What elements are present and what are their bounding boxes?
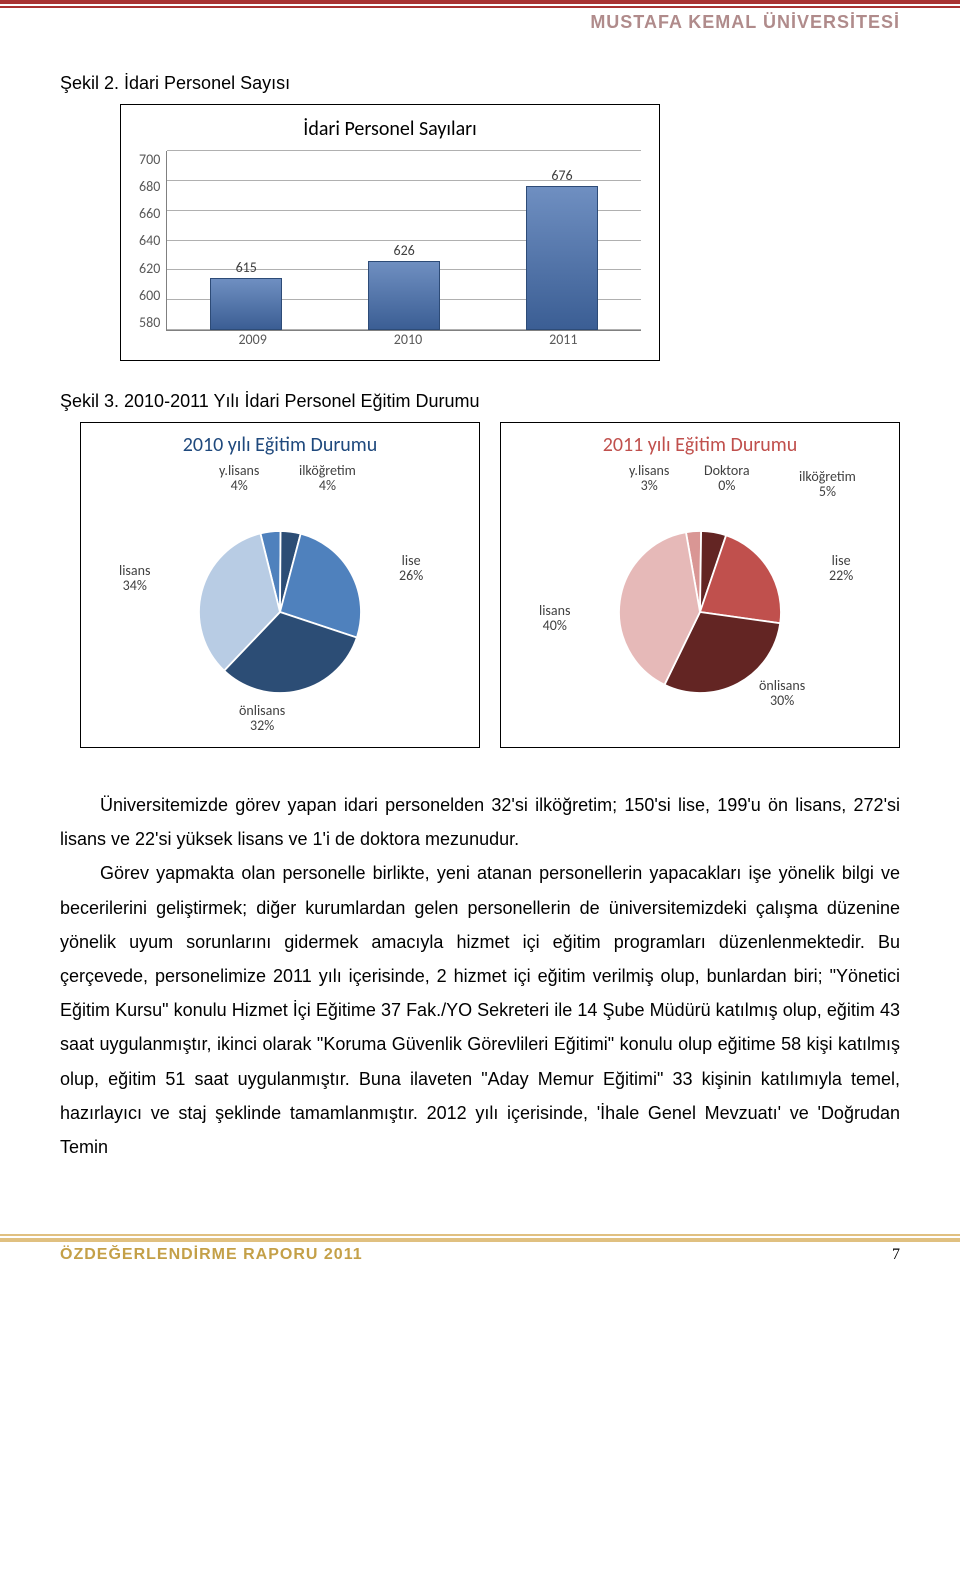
- figure2-caption: Şekil 2. İdari Personel Sayısı: [60, 73, 900, 94]
- pie-2011-title: 2011 yılı Eğitim Durumu: [509, 433, 891, 457]
- page-footer: ÖZDEĞERLENDİRME RAPORU 2011 7: [0, 1234, 960, 1264]
- pie-label-lise: lise22%: [829, 553, 853, 584]
- x-label: 2009: [213, 331, 293, 348]
- page-header: MUSTAFA KEMAL ÜNİVERSİTESİ: [0, 6, 960, 33]
- figure3-caption: Şekil 3. 2010-2011 Yılı İdari Personel E…: [60, 391, 900, 412]
- x-axis: 2009 2010 2011: [175, 331, 641, 348]
- page-number: 7: [892, 1246, 900, 1264]
- bar-2010: 626: [364, 242, 444, 330]
- footer-title: ÖZDEĞERLENDİRME RAPORU 2011: [60, 1246, 363, 1264]
- pie-label-onlisans: önlisans30%: [759, 678, 805, 709]
- bar-2011: 676: [522, 167, 602, 330]
- bar-rect: [526, 186, 598, 330]
- bar-plot-area: 615 626 676: [166, 151, 641, 331]
- pie-2011-container: 2011 yılı Eğitim Durumu y.lisans3% Dokto…: [500, 422, 900, 748]
- ytick: 580: [139, 314, 160, 331]
- header-institution: MUSTAFA KEMAL ÜNİVERSİTESİ: [590, 12, 900, 32]
- pie-label-ylisans: y.lisans3%: [629, 463, 669, 494]
- pie-label-lise: lise26%: [399, 553, 423, 584]
- ytick: 620: [139, 260, 160, 277]
- pie-label-lisans: lisans34%: [119, 563, 150, 594]
- pie-label-ilkogretim: ilköğretim5%: [799, 469, 856, 500]
- bar-value: 626: [393, 242, 414, 259]
- ytick: 640: [139, 232, 160, 249]
- bar-rect: [210, 278, 282, 331]
- bar-rect: [368, 261, 440, 330]
- pie-2010-container: 2010 yılı Eğitim Durumu y.lisans4% ilköğ…: [80, 422, 480, 748]
- body-text: Üniversitemizde görev yapan idari person…: [60, 788, 900, 1164]
- pie-2010-title: 2010 yılı Eğitim Durumu: [89, 433, 471, 457]
- ytick: 700: [139, 151, 160, 168]
- bar-chart-container: İdari Personel Sayıları 700 680 660 640 …: [120, 104, 660, 361]
- pie-2010-svg: [190, 522, 370, 702]
- pie-label-doktora: Doktora0%: [704, 463, 750, 494]
- ytick: 660: [139, 205, 160, 222]
- paragraph-1: Üniversitemizde görev yapan idari person…: [60, 788, 900, 856]
- ytick: 680: [139, 178, 160, 195]
- paragraph-2: Görev yapmakta olan personelle birlikte,…: [60, 856, 900, 1164]
- y-axis: 700 680 660 640 620 600 580: [139, 151, 166, 331]
- pie-label-lisans: lisans40%: [539, 603, 570, 634]
- bar-value: 676: [551, 167, 572, 184]
- pie-2011-svg: [610, 522, 790, 702]
- x-label: 2010: [368, 331, 448, 348]
- pie-label-ilkogretim: ilköğretim4%: [299, 463, 356, 494]
- x-label: 2011: [523, 331, 603, 348]
- pie-label-onlisans: önlisans32%: [239, 703, 285, 734]
- ytick: 600: [139, 287, 160, 304]
- bar-value: 615: [236, 259, 257, 276]
- pie-label-ylisans: y.lisans4%: [219, 463, 259, 494]
- bar-chart-title: İdari Personel Sayıları: [139, 117, 641, 141]
- bar-2009: 615: [206, 259, 286, 331]
